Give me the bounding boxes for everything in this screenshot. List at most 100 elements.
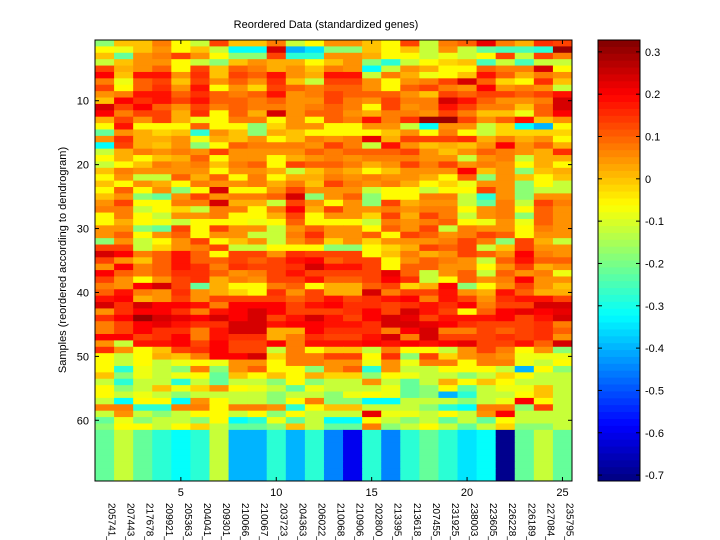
heatmap-cell (552, 231, 573, 239)
heatmap-cell (457, 442, 478, 450)
colorbar-segment (598, 170, 640, 179)
heatmap-cell (152, 468, 172, 476)
heatmap-cell (133, 257, 153, 265)
heatmap-cell (438, 449, 459, 456)
heatmap-cell (285, 212, 306, 220)
heatmap-cell (552, 174, 573, 182)
heatmap-cell (247, 340, 268, 348)
heatmap-cell (190, 359, 210, 367)
heatmap-cell (152, 65, 172, 73)
heatmap-cell (419, 436, 439, 444)
heatmap-cell (209, 123, 230, 130)
heatmap-cell (304, 340, 325, 348)
heatmap-cell (400, 116, 420, 124)
heatmap-cell (209, 155, 230, 162)
heatmap-cell (114, 225, 134, 233)
heatmap-cell (209, 378, 230, 386)
heatmap-cell (285, 103, 306, 111)
heatmap-cell (495, 225, 516, 233)
heatmap-cell (552, 391, 573, 399)
heatmap-cell (514, 423, 535, 431)
heatmap-cell (247, 314, 268, 322)
heatmap-cell (323, 97, 344, 105)
heatmap-cell (95, 218, 115, 226)
heatmap-cell (152, 449, 172, 456)
heatmap-cell (266, 174, 287, 182)
heatmap-cell (343, 103, 363, 111)
heatmap-cell (476, 78, 497, 86)
heatmap-cell (438, 410, 459, 418)
colorbar-segment (598, 384, 640, 392)
heatmap-cell (95, 404, 115, 412)
heatmap-cell (114, 468, 134, 476)
heatmap-cell (476, 59, 497, 67)
heatmap-cell (476, 257, 497, 265)
heatmap-cell (171, 295, 191, 303)
heatmap-cell (381, 135, 401, 143)
heatmap-cell (247, 91, 268, 99)
heatmap-cell (171, 359, 191, 367)
heatmap-cell (323, 187, 344, 194)
heatmap-cell (285, 244, 306, 252)
heatmap-cell (457, 461, 478, 469)
heatmap-cell (285, 199, 306, 207)
heatmap-cell (400, 52, 420, 60)
heatmap-cell (304, 250, 325, 258)
heatmap-cell (343, 378, 363, 386)
heatmap-cell (457, 468, 478, 476)
heatmap-cell (343, 334, 363, 341)
column-label: 223605_ (487, 503, 498, 540)
heatmap-cell (438, 404, 459, 412)
heatmap-cell (266, 397, 287, 405)
heatmap-cell (362, 257, 382, 265)
heatmap-cell (495, 276, 516, 284)
heatmap-cell (362, 123, 382, 130)
heatmap-cell (171, 65, 191, 73)
heatmap-cell (419, 78, 439, 86)
heatmap-cell (171, 59, 191, 67)
heatmap-cell (133, 59, 153, 67)
heatmap-cell (114, 410, 134, 418)
heatmap-cell (552, 365, 573, 373)
heatmap-cell (381, 123, 401, 130)
heatmap-cell (266, 423, 287, 431)
heatmap-cell (95, 199, 115, 207)
heatmap-cell (438, 397, 459, 405)
heatmap-cell (514, 142, 535, 150)
heatmap-cell (362, 97, 382, 105)
heatmap-cell (457, 180, 478, 188)
heatmap-cell (533, 270, 554, 277)
heatmap-cell (152, 346, 172, 354)
heatmap-cell (381, 314, 401, 322)
heatmap-cell (362, 308, 382, 316)
heatmap-cell (266, 161, 287, 169)
heatmap-cell (476, 353, 497, 361)
heatmap-cell (552, 461, 573, 469)
heatmap-cell (209, 148, 230, 156)
heatmap-cell (495, 474, 516, 482)
heatmap-cell (190, 231, 210, 239)
x-tick-label: 5 (178, 487, 184, 499)
heatmap-cell (552, 91, 573, 99)
heatmap-cell (247, 199, 268, 207)
heatmap-cell (514, 167, 535, 175)
heatmap-cell (228, 327, 249, 335)
heatmap-cell (152, 385, 172, 393)
heatmap-cell (171, 263, 191, 271)
heatmap-cell (114, 110, 134, 118)
heatmap-cell (171, 346, 191, 354)
heatmap-cell (228, 321, 249, 329)
colorbar-segment (598, 474, 640, 482)
heatmap-cell (476, 321, 497, 329)
heatmap-cell (95, 429, 115, 437)
heatmap-cell (266, 449, 287, 456)
heatmap-cell (381, 353, 401, 361)
heatmap-cell (285, 135, 306, 143)
heatmap-cell (304, 174, 325, 182)
heatmap-cell (495, 455, 516, 463)
heatmap-cell (190, 321, 210, 329)
heatmap-cell (209, 372, 230, 380)
heatmap-cell (95, 193, 115, 201)
heatmap-cell (514, 340, 535, 348)
column-label: 231925_ (449, 503, 460, 540)
